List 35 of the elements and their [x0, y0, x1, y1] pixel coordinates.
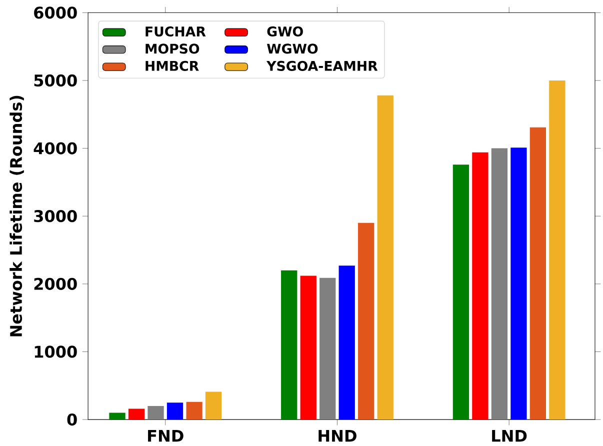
- legend-label: YSGOA-EAMHR: [266, 60, 378, 71]
- bar: [166, 402, 184, 420]
- bar: [148, 406, 164, 420]
- bar: [300, 276, 316, 420]
- bar: [472, 152, 488, 420]
- bar: [549, 80, 566, 420]
- y-tick-label: 0: [67, 413, 77, 426]
- bar: [128, 408, 145, 420]
- bar: [491, 148, 508, 420]
- legend-label: GWO: [267, 26, 303, 36]
- x-tick-label: FND: [148, 430, 184, 442]
- y-tick-label: 2000: [34, 278, 77, 290]
- y-tick-label: 1000: [34, 346, 77, 358]
- bar: [186, 402, 202, 420]
- legend-label: HMBCR: [146, 60, 199, 71]
- y-axis-title: Network Lifetime (Rounds): [10, 96, 24, 336]
- bar: [281, 270, 298, 420]
- legend-label: WGWO: [267, 44, 318, 54]
- y-tick-label: 5000: [34, 74, 77, 86]
- y-tick-label: 3000: [34, 210, 77, 222]
- bar: [109, 412, 126, 420]
- y-tick-label: 4000: [34, 142, 77, 154]
- legend-label: MOPSO: [146, 44, 200, 54]
- x-tick-label: LND: [492, 430, 527, 442]
- bar: [205, 392, 222, 420]
- bar: [452, 164, 470, 420]
- y-tick-label: 6000: [34, 6, 77, 19]
- bar: [510, 148, 527, 420]
- bar: [377, 95, 394, 420]
- x-tick-label: HND: [318, 430, 356, 442]
- legend-label: FUCHAR: [146, 26, 206, 36]
- bar: [338, 266, 355, 420]
- bar: [358, 222, 374, 420]
- bar: [320, 278, 336, 420]
- bar: [530, 127, 546, 420]
